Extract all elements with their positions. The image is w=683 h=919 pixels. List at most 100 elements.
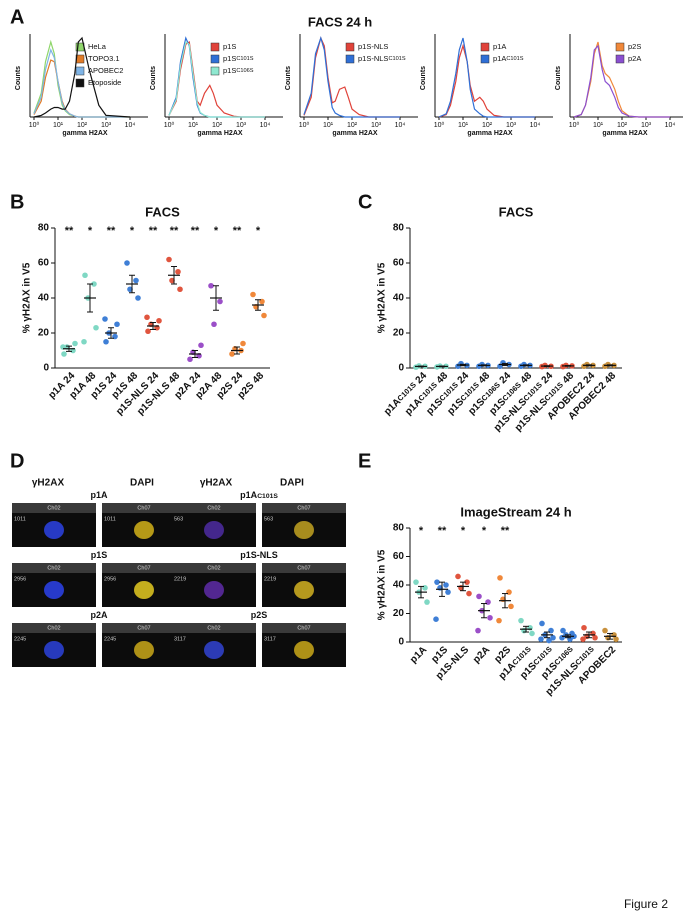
significance: * bbox=[482, 525, 487, 537]
column-header: DAPI bbox=[130, 478, 154, 489]
x-tick-label: 10⁰ bbox=[434, 121, 445, 129]
y-axis-label: % γH2AX in V5 bbox=[22, 262, 33, 333]
x-tick-label: 10³ bbox=[641, 122, 652, 129]
cell-id: 1011 bbox=[14, 516, 26, 522]
legend-swatch bbox=[75, 78, 85, 88]
x-tick-label: 10¹ bbox=[323, 122, 334, 129]
legend-label: p1SC101S bbox=[223, 54, 254, 63]
data-point bbox=[166, 256, 172, 263]
y-tick-label: 40 bbox=[393, 580, 405, 591]
significance: ** bbox=[438, 525, 447, 537]
data-point bbox=[81, 338, 87, 345]
x-axis-label: gamma H2AX bbox=[62, 130, 107, 137]
data-point bbox=[145, 328, 151, 335]
x-tick-label: 10² bbox=[617, 122, 628, 129]
data-point bbox=[506, 589, 512, 595]
x-axis-label: gamma H2AX bbox=[332, 130, 377, 137]
data-point bbox=[114, 321, 120, 328]
y-tick-label: 80 bbox=[393, 223, 405, 234]
data-point bbox=[613, 636, 619, 642]
image-header bbox=[172, 563, 256, 573]
y-tick-label: 60 bbox=[393, 551, 405, 562]
legend-label: APOBEC2 bbox=[88, 66, 123, 75]
cell-id: 2956 bbox=[104, 576, 116, 582]
x-tick-label: 10² bbox=[212, 122, 223, 129]
image-header bbox=[12, 623, 96, 633]
cell bbox=[204, 521, 224, 539]
y-tick-label: 0 bbox=[398, 637, 404, 648]
panel-letter: C bbox=[358, 191, 372, 213]
image-header bbox=[172, 503, 256, 513]
y-tick-label: 0 bbox=[398, 363, 404, 374]
legend-swatch bbox=[480, 42, 490, 52]
data-point bbox=[135, 295, 141, 301]
data-point bbox=[175, 268, 181, 275]
x-axis-label: gamma H2AX bbox=[602, 130, 647, 137]
channel-label: Ch02 bbox=[47, 565, 60, 571]
chart-title: ImageStream 24 h bbox=[460, 504, 571, 519]
cell-id: 563 bbox=[264, 516, 273, 522]
figure-label: Figure 2 bbox=[624, 897, 668, 911]
cell-id: 2219 bbox=[264, 576, 276, 582]
cell-id: 2219 bbox=[174, 576, 186, 582]
sample-label: p1S bbox=[91, 550, 108, 560]
data-point bbox=[518, 617, 524, 624]
data-point bbox=[445, 589, 451, 595]
legend-label: Etoposide bbox=[88, 78, 121, 87]
significance: ** bbox=[107, 225, 116, 237]
image-header bbox=[172, 623, 256, 633]
x-tick-label: 10³ bbox=[101, 122, 112, 129]
image-header bbox=[262, 503, 346, 513]
data-point bbox=[466, 590, 472, 597]
x-tick-label: 10⁰ bbox=[299, 121, 310, 129]
legend-swatch bbox=[345, 42, 355, 52]
data-point bbox=[82, 272, 88, 279]
histogram-line bbox=[303, 36, 400, 118]
y-tick-label: 40 bbox=[38, 293, 50, 304]
image-header bbox=[102, 563, 186, 573]
legend-swatch bbox=[615, 54, 625, 64]
cell-id: 2245 bbox=[104, 636, 116, 642]
x-tick-label: 10² bbox=[77, 122, 88, 129]
histogram-line bbox=[168, 41, 265, 118]
cell-id: 2956 bbox=[14, 576, 26, 582]
column-header: γH2AX bbox=[200, 478, 233, 489]
image-header bbox=[102, 503, 186, 513]
cell-id: 3117 bbox=[264, 636, 276, 642]
cell bbox=[134, 521, 154, 539]
data-point bbox=[548, 627, 554, 634]
cell bbox=[204, 581, 224, 599]
significance: * bbox=[130, 225, 135, 237]
data-point bbox=[91, 281, 97, 287]
data-point bbox=[592, 634, 598, 641]
data-point bbox=[261, 312, 267, 319]
y-tick-label: 60 bbox=[38, 258, 50, 269]
y-tick-label: 20 bbox=[393, 608, 405, 619]
channel-label: Ch07 bbox=[297, 625, 310, 631]
data-point bbox=[187, 356, 193, 363]
image-header bbox=[12, 503, 96, 513]
panel-letter: A bbox=[10, 6, 24, 28]
sample-label: p1AC101S bbox=[240, 490, 278, 500]
legend-label: HeLa bbox=[88, 42, 107, 51]
data-point bbox=[464, 579, 470, 585]
cell bbox=[294, 581, 314, 599]
cell bbox=[44, 521, 64, 539]
panel-letter: D bbox=[10, 450, 24, 472]
y-axis-label: % γH2AX in V5 bbox=[377, 262, 388, 333]
sample-label: p1S-NLS bbox=[240, 550, 278, 560]
channel-label: Ch02 bbox=[47, 625, 60, 631]
image-header bbox=[102, 623, 186, 633]
cell bbox=[134, 581, 154, 599]
channel-label: Ch07 bbox=[297, 505, 310, 511]
legend-swatch bbox=[210, 54, 220, 64]
cell-id: 3117 bbox=[174, 636, 186, 642]
x-tick-label: 10¹ bbox=[53, 122, 64, 129]
y-tick-label: 0 bbox=[43, 363, 49, 374]
y-axis-label: % γH2AX in V5 bbox=[377, 549, 388, 620]
data-point bbox=[433, 616, 439, 622]
significance: ** bbox=[65, 225, 74, 237]
x-tick-label: 10² bbox=[482, 122, 493, 129]
data-point bbox=[487, 614, 493, 621]
